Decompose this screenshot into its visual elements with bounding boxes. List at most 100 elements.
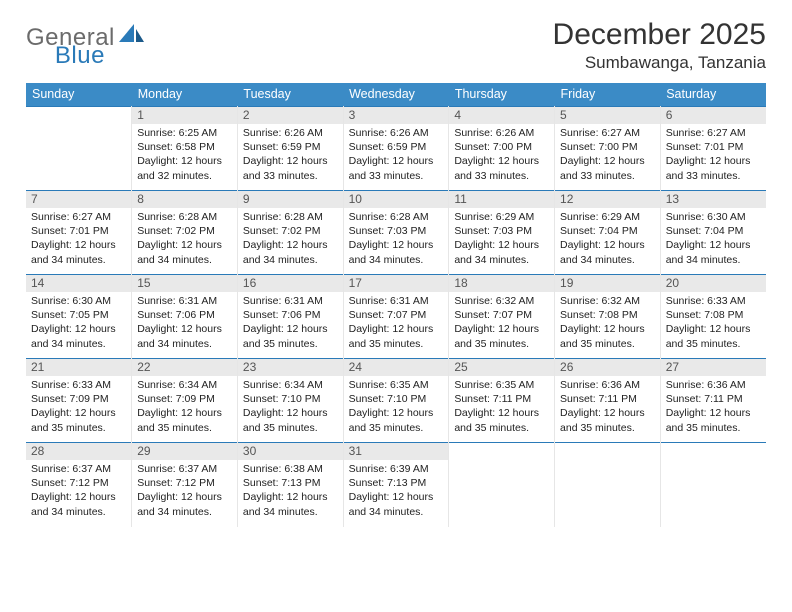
day-number: 27 [661, 359, 766, 376]
day-number: 26 [555, 359, 660, 376]
calendar-cell: 26Sunrise: 6:36 AMSunset: 7:11 PMDayligh… [555, 359, 661, 443]
calendar-cell: 3Sunrise: 6:26 AMSunset: 6:59 PMDaylight… [343, 107, 449, 191]
day-number: 16 [238, 275, 343, 292]
calendar-week-row: 14Sunrise: 6:30 AMSunset: 7:05 PMDayligh… [26, 275, 766, 359]
calendar-cell: 21Sunrise: 6:33 AMSunset: 7:09 PMDayligh… [26, 359, 132, 443]
day-number: 21 [26, 359, 131, 376]
calendar-cell: 11Sunrise: 6:29 AMSunset: 7:03 PMDayligh… [449, 191, 555, 275]
calendar-cell: 13Sunrise: 6:30 AMSunset: 7:04 PMDayligh… [660, 191, 766, 275]
day-number: 13 [661, 191, 766, 208]
day-details: Sunrise: 6:31 AMSunset: 7:06 PMDaylight:… [132, 292, 237, 355]
calendar-cell: 10Sunrise: 6:28 AMSunset: 7:03 PMDayligh… [343, 191, 449, 275]
day-details: Sunrise: 6:37 AMSunset: 7:12 PMDaylight:… [132, 460, 237, 523]
calendar-cell: 2Sunrise: 6:26 AMSunset: 6:59 PMDaylight… [237, 107, 343, 191]
day-number: 22 [132, 359, 237, 376]
weekday-header: Sunday [26, 83, 132, 107]
calendar-table: SundayMondayTuesdayWednesdayThursdayFrid… [26, 83, 766, 527]
day-details: Sunrise: 6:27 AMSunset: 7:00 PMDaylight:… [555, 124, 660, 187]
day-details: Sunrise: 6:32 AMSunset: 7:07 PMDaylight:… [449, 292, 554, 355]
weekday-header: Saturday [660, 83, 766, 107]
day-number: 15 [132, 275, 237, 292]
day-number: 29 [132, 443, 237, 460]
day-number: 12 [555, 191, 660, 208]
weekday-header: Monday [132, 83, 238, 107]
calendar-week-row: 1Sunrise: 6:25 AMSunset: 6:58 PMDaylight… [26, 107, 766, 191]
day-details: Sunrise: 6:25 AMSunset: 6:58 PMDaylight:… [132, 124, 237, 187]
brand-logo: General Blue [26, 18, 197, 52]
calendar-cell [26, 107, 132, 191]
day-number: 5 [555, 107, 660, 124]
calendar-cell: 15Sunrise: 6:31 AMSunset: 7:06 PMDayligh… [132, 275, 238, 359]
brand-text-blue: Blue [55, 42, 105, 69]
calendar-cell: 12Sunrise: 6:29 AMSunset: 7:04 PMDayligh… [555, 191, 661, 275]
day-details: Sunrise: 6:29 AMSunset: 7:03 PMDaylight:… [449, 208, 554, 271]
calendar-cell: 28Sunrise: 6:37 AMSunset: 7:12 PMDayligh… [26, 443, 132, 527]
day-details: Sunrise: 6:32 AMSunset: 7:08 PMDaylight:… [555, 292, 660, 355]
day-details: Sunrise: 6:31 AMSunset: 7:07 PMDaylight:… [344, 292, 449, 355]
day-details: Sunrise: 6:26 AMSunset: 7:00 PMDaylight:… [449, 124, 554, 187]
day-details: Sunrise: 6:28 AMSunset: 7:03 PMDaylight:… [344, 208, 449, 271]
calendar-body: 1Sunrise: 6:25 AMSunset: 6:58 PMDaylight… [26, 107, 766, 527]
weekday-header: Wednesday [343, 83, 449, 107]
day-details: Sunrise: 6:35 AMSunset: 7:11 PMDaylight:… [449, 376, 554, 439]
calendar-cell [660, 443, 766, 527]
day-number: 14 [26, 275, 131, 292]
day-number: 31 [344, 443, 449, 460]
day-number: 7 [26, 191, 131, 208]
day-number: 10 [344, 191, 449, 208]
day-details: Sunrise: 6:30 AMSunset: 7:05 PMDaylight:… [26, 292, 131, 355]
day-details: Sunrise: 6:27 AMSunset: 7:01 PMDaylight:… [26, 208, 131, 271]
day-number: 18 [449, 275, 554, 292]
calendar-week-row: 7Sunrise: 6:27 AMSunset: 7:01 PMDaylight… [26, 191, 766, 275]
day-number: 28 [26, 443, 131, 460]
day-number: 30 [238, 443, 343, 460]
month-title: December 2025 [553, 18, 766, 51]
calendar-cell: 7Sunrise: 6:27 AMSunset: 7:01 PMDaylight… [26, 191, 132, 275]
day-number: 23 [238, 359, 343, 376]
day-details: Sunrise: 6:39 AMSunset: 7:13 PMDaylight:… [344, 460, 449, 523]
weekday-header: Thursday [449, 83, 555, 107]
calendar-cell: 27Sunrise: 6:36 AMSunset: 7:11 PMDayligh… [660, 359, 766, 443]
day-number: 3 [344, 107, 449, 124]
calendar-cell: 18Sunrise: 6:32 AMSunset: 7:07 PMDayligh… [449, 275, 555, 359]
location-label: Sumbawanga, Tanzania [553, 53, 766, 73]
page-header: General Blue December 2025 Sumbawanga, T… [26, 18, 766, 73]
calendar-cell: 23Sunrise: 6:34 AMSunset: 7:10 PMDayligh… [237, 359, 343, 443]
calendar-cell: 1Sunrise: 6:25 AMSunset: 6:58 PMDaylight… [132, 107, 238, 191]
calendar-page: General Blue December 2025 Sumbawanga, T… [0, 0, 792, 612]
calendar-cell: 31Sunrise: 6:39 AMSunset: 7:13 PMDayligh… [343, 443, 449, 527]
title-block: December 2025 Sumbawanga, Tanzania [553, 18, 766, 73]
day-number: 4 [449, 107, 554, 124]
day-details: Sunrise: 6:29 AMSunset: 7:04 PMDaylight:… [555, 208, 660, 271]
calendar-cell: 22Sunrise: 6:34 AMSunset: 7:09 PMDayligh… [132, 359, 238, 443]
calendar-week-row: 28Sunrise: 6:37 AMSunset: 7:12 PMDayligh… [26, 443, 766, 527]
calendar-cell: 5Sunrise: 6:27 AMSunset: 7:00 PMDaylight… [555, 107, 661, 191]
calendar-cell: 24Sunrise: 6:35 AMSunset: 7:10 PMDayligh… [343, 359, 449, 443]
calendar-week-row: 21Sunrise: 6:33 AMSunset: 7:09 PMDayligh… [26, 359, 766, 443]
day-number: 19 [555, 275, 660, 292]
day-number: 24 [344, 359, 449, 376]
day-details: Sunrise: 6:36 AMSunset: 7:11 PMDaylight:… [661, 376, 766, 439]
calendar-cell [449, 443, 555, 527]
day-details: Sunrise: 6:26 AMSunset: 6:59 PMDaylight:… [238, 124, 343, 187]
day-number: 1 [132, 107, 237, 124]
calendar-cell: 17Sunrise: 6:31 AMSunset: 7:07 PMDayligh… [343, 275, 449, 359]
calendar-cell [555, 443, 661, 527]
calendar-cell: 4Sunrise: 6:26 AMSunset: 7:00 PMDaylight… [449, 107, 555, 191]
day-number: 17 [344, 275, 449, 292]
calendar-cell: 25Sunrise: 6:35 AMSunset: 7:11 PMDayligh… [449, 359, 555, 443]
day-number: 20 [661, 275, 766, 292]
day-number: 25 [449, 359, 554, 376]
day-details: Sunrise: 6:38 AMSunset: 7:13 PMDaylight:… [238, 460, 343, 523]
day-details: Sunrise: 6:33 AMSunset: 7:08 PMDaylight:… [661, 292, 766, 355]
day-details: Sunrise: 6:34 AMSunset: 7:10 PMDaylight:… [238, 376, 343, 439]
day-number: 8 [132, 191, 237, 208]
day-details: Sunrise: 6:28 AMSunset: 7:02 PMDaylight:… [132, 208, 237, 271]
day-details: Sunrise: 6:26 AMSunset: 6:59 PMDaylight:… [344, 124, 449, 187]
day-number: 6 [661, 107, 766, 124]
calendar-cell: 6Sunrise: 6:27 AMSunset: 7:01 PMDaylight… [660, 107, 766, 191]
day-details: Sunrise: 6:35 AMSunset: 7:10 PMDaylight:… [344, 376, 449, 439]
day-number: 2 [238, 107, 343, 124]
calendar-cell: 29Sunrise: 6:37 AMSunset: 7:12 PMDayligh… [132, 443, 238, 527]
calendar-cell: 30Sunrise: 6:38 AMSunset: 7:13 PMDayligh… [237, 443, 343, 527]
